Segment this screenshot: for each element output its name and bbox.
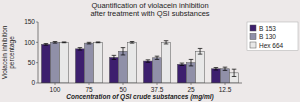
x-tick-label: 75: [85, 86, 93, 93]
error-bar: [155, 56, 160, 59]
bar: [118, 51, 127, 83]
legend-swatch: [250, 25, 256, 31]
bars: [41, 41, 238, 83]
legend-frame: [247, 22, 298, 51]
x-tick-label: 25: [187, 86, 195, 93]
error-bar: [112, 55, 117, 59]
error-bar: [78, 48, 83, 50]
bar: [162, 42, 171, 83]
error-bar: [96, 41, 101, 43]
bar: [220, 69, 229, 83]
bar: [143, 61, 152, 83]
error-bar: [44, 44, 49, 46]
error-bar: [180, 63, 185, 65]
y-tick: [36, 22, 38, 23]
bar: [75, 49, 84, 83]
bar: [94, 42, 103, 83]
legend-swatch: [250, 34, 256, 40]
error-bar: [189, 59, 194, 66]
error-bar: [53, 42, 58, 44]
x-tick-label: 37.5: [151, 86, 164, 93]
error-bar: [87, 42, 92, 44]
y-tick-label: 100: [24, 39, 35, 46]
chart: Quantification of violacein inhibitionaf…: [0, 0, 300, 102]
bar: [50, 42, 59, 83]
bar: [196, 51, 205, 83]
error-bar: [164, 41, 169, 44]
legend-label: Hex 664: [259, 42, 284, 49]
error-bar: [223, 67, 228, 70]
error-bar: [130, 42, 135, 44]
y-tick-label: 150: [24, 18, 35, 25]
y-axis-label: Violacein inhibitionpercentage: [1, 25, 16, 79]
error-bar: [232, 69, 237, 76]
bar: [109, 57, 118, 83]
bar: [84, 43, 93, 83]
bar: [152, 58, 161, 83]
error-bar: [146, 60, 151, 62]
bar: [186, 63, 195, 83]
error-bar: [198, 48, 203, 54]
y-tick-label: 50: [28, 59, 36, 66]
legend-label: B 130: [259, 33, 276, 40]
x-axis: [38, 83, 242, 84]
legend: B 153B 130 Hex 664: [247, 22, 298, 51]
y-axis: [38, 22, 39, 83]
x-axis-label: Concentration of QSI crude substances (m…: [66, 93, 213, 101]
legend-swatch: [250, 42, 256, 48]
error-bar: [214, 68, 219, 70]
y-tick: [36, 62, 38, 63]
y-tick: [36, 42, 38, 43]
error-bar: [62, 41, 67, 43]
legend-label: B 153: [259, 25, 276, 32]
x-tick-label: 12.5: [219, 86, 232, 93]
error-bar: [121, 48, 126, 55]
bar: [60, 42, 69, 83]
bar: [41, 44, 50, 83]
x-tick-label: 100: [50, 86, 61, 93]
y-tick-label: 0: [31, 79, 35, 86]
y-tick: [36, 83, 38, 84]
bar: [128, 42, 137, 83]
title: Quantification of violacein inhibitionaf…: [90, 1, 209, 18]
bar: [177, 64, 186, 83]
x-tick-label: 50: [119, 86, 127, 93]
bar: [211, 69, 220, 83]
